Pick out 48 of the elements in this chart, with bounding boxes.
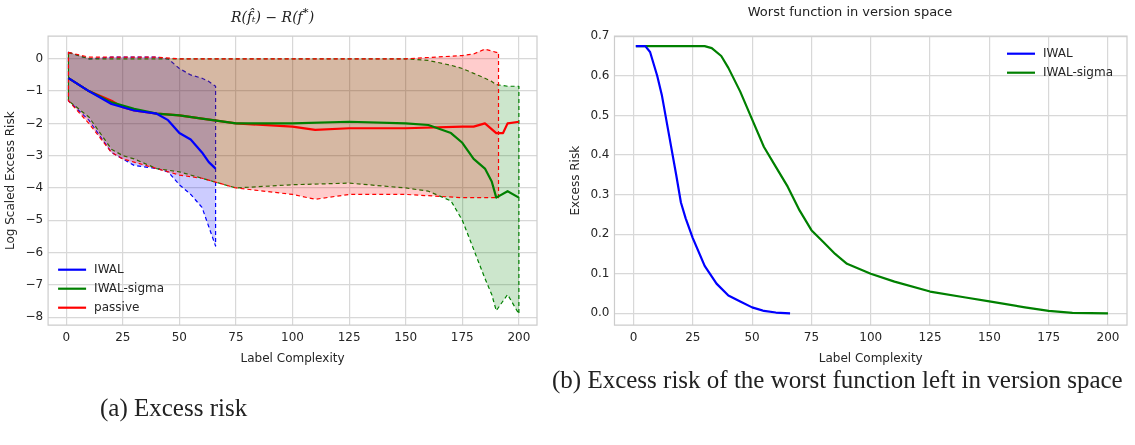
x-tick-label: 200 bbox=[1096, 329, 1120, 344]
x-tick-label: 75 bbox=[803, 329, 820, 344]
y-tick-label: 0.6 bbox=[590, 67, 610, 82]
x-tick-label: 150 bbox=[394, 329, 418, 344]
legend-label: IWAL-sigma bbox=[1042, 64, 1114, 79]
y-tick-label: −4 bbox=[25, 180, 44, 195]
x-tick-label: 50 bbox=[744, 329, 760, 344]
x-tick-label: 0 bbox=[629, 329, 638, 344]
y-tick-label: 0.2 bbox=[590, 226, 610, 241]
y-tick-label: 0.5 bbox=[590, 107, 610, 122]
x-tick-label: 0 bbox=[62, 329, 71, 344]
y-tick-label: −5 bbox=[25, 212, 44, 227]
legend-label: IWAL-sigma bbox=[94, 280, 165, 295]
y-tick-label: 0.1 bbox=[590, 265, 610, 280]
y-tick-label: −6 bbox=[25, 244, 44, 259]
y-axis-title: Excess Risk bbox=[568, 145, 583, 216]
y-tick-label: −8 bbox=[25, 309, 44, 324]
legend-label: IWAL bbox=[94, 261, 125, 276]
x-tick-label: 50 bbox=[171, 329, 188, 344]
x-tick-label: 200 bbox=[507, 329, 531, 344]
y-tick-label: 0.7 bbox=[590, 28, 610, 43]
x-tick-label: 175 bbox=[1037, 329, 1061, 344]
y-tick-label: 0 bbox=[35, 50, 44, 65]
x-tick-label: 175 bbox=[450, 329, 474, 344]
y-tick-label: −1 bbox=[25, 83, 44, 98]
x-tick-label: 125 bbox=[918, 329, 942, 344]
legend-label: passive bbox=[94, 299, 140, 314]
text: (b) Excess risk of the worst function left in version space bbox=[552, 366, 1124, 394]
y-tick-label: −2 bbox=[25, 115, 44, 130]
x-tick-label: 25 bbox=[115, 329, 131, 344]
x-tick-label: 75 bbox=[228, 329, 244, 344]
x-tick-label: 125 bbox=[337, 329, 361, 344]
chart-title: Worst function in version space bbox=[746, 3, 954, 21]
y-tick-label: −7 bbox=[25, 276, 44, 291]
x-tick-label: 25 bbox=[685, 329, 701, 344]
text: (a) Excess risk bbox=[100, 394, 249, 422]
x-tick-label: 100 bbox=[859, 329, 883, 344]
x-axis-title: Label Complexity bbox=[240, 350, 345, 365]
legend-label: IWAL bbox=[1042, 45, 1073, 60]
y-tick-label: 0.0 bbox=[590, 305, 610, 320]
chart-title: R(f̂ₜ) − R(f$^{*}$) bbox=[229, 4, 316, 25]
y-tick-label: 0.4 bbox=[590, 147, 610, 162]
y-tick-label: −3 bbox=[25, 147, 44, 162]
y-axis-title: Log Scaled Excess Risk bbox=[3, 111, 18, 250]
x-tick-label: 150 bbox=[977, 329, 1001, 344]
x-axis-title: Label Complexity bbox=[818, 350, 923, 365]
y-tick-label: 0.3 bbox=[590, 186, 610, 201]
x-tick-label: 100 bbox=[281, 329, 304, 344]
